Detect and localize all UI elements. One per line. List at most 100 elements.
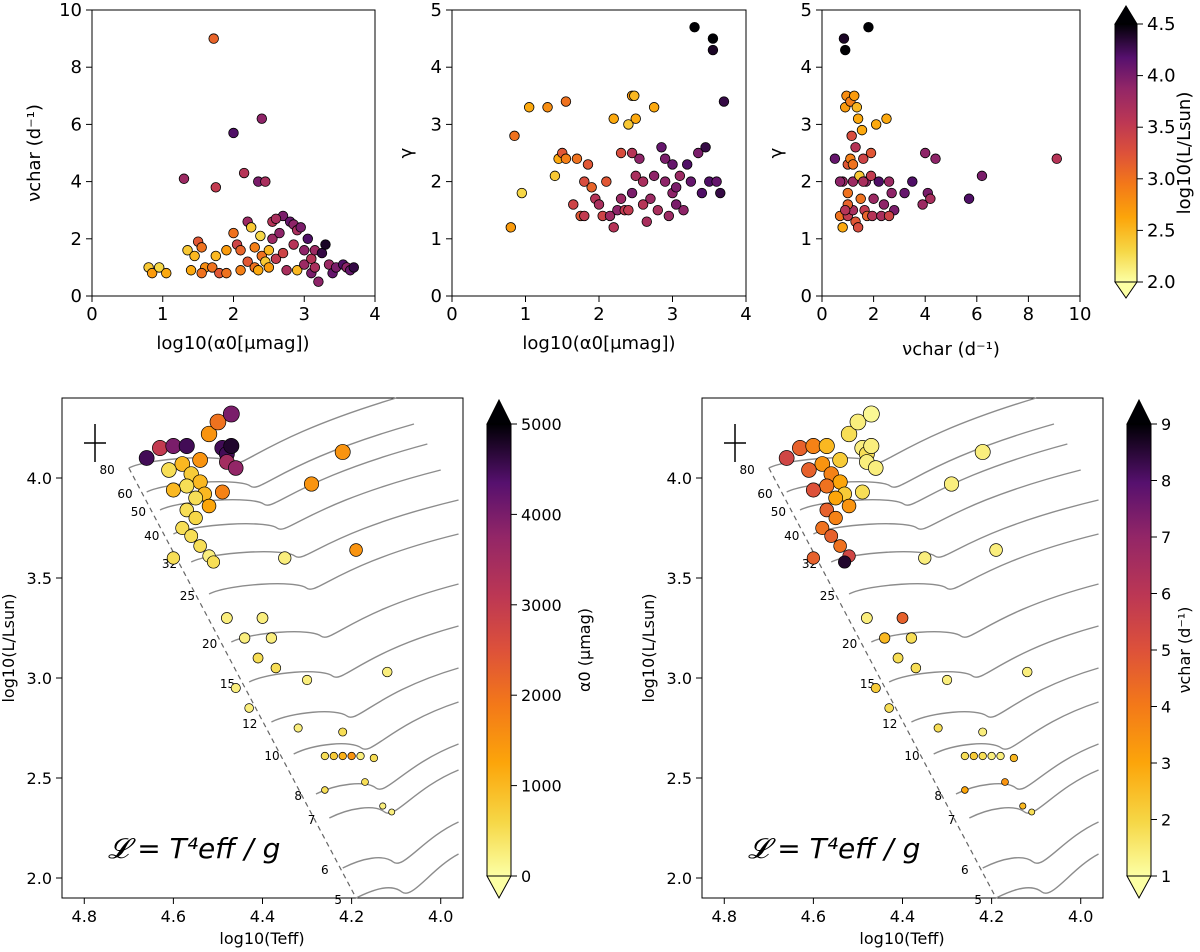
p5-ylabel: log10(L/Lsun) xyxy=(639,593,658,702)
x-tick-label: 3 xyxy=(299,304,310,325)
data-point xyxy=(868,460,884,476)
data-point xyxy=(899,187,910,199)
mass-label: 5 xyxy=(334,893,342,907)
data-point xyxy=(196,242,207,253)
y-tick-label: 6 xyxy=(71,114,82,135)
evolution-track xyxy=(911,667,1099,723)
data-point xyxy=(832,452,848,468)
data-point xyxy=(161,462,177,478)
data-point xyxy=(209,413,227,431)
data-point xyxy=(338,727,348,737)
data-point xyxy=(382,666,393,678)
data-point xyxy=(228,127,239,139)
mass-label: 40 xyxy=(784,529,799,543)
data-point xyxy=(883,210,895,222)
data-point xyxy=(667,159,678,170)
data-point xyxy=(245,222,257,233)
mass-label: 50 xyxy=(131,505,146,519)
data-point xyxy=(182,245,193,256)
data-point xyxy=(604,210,616,222)
data-point xyxy=(778,450,795,466)
x-tick-label: 2 xyxy=(593,304,604,325)
data-point xyxy=(267,233,278,245)
data-point xyxy=(214,484,230,500)
y-tick-label: 4.0 xyxy=(667,469,692,488)
data-point xyxy=(193,539,207,553)
data-point xyxy=(801,462,817,478)
data-point xyxy=(884,703,894,713)
data-point xyxy=(615,147,627,159)
y-tick-label: 3 xyxy=(801,114,812,135)
evolution-track xyxy=(315,743,459,795)
mass-label: 50 xyxy=(771,505,786,519)
data-point xyxy=(593,199,605,210)
data-point xyxy=(715,187,726,199)
data-point xyxy=(369,753,378,763)
x-tick-label: 0 xyxy=(446,304,457,325)
data-point xyxy=(316,247,328,259)
p1-ticks: 0 1 2 3 4 0 2 4 6 8 10 xyxy=(59,0,381,325)
data-point xyxy=(309,262,321,273)
data-point xyxy=(941,674,953,686)
p5-ticks: 4.8 4.6 4.4 4.2 4.0 2.0 2.5 3.0 3.5 4.0 xyxy=(667,469,1094,926)
data-point xyxy=(634,153,645,164)
evolution-track xyxy=(830,499,1099,563)
mass-label: 6 xyxy=(961,863,969,877)
data-point xyxy=(263,245,275,256)
data-point xyxy=(306,253,317,265)
data-point xyxy=(689,21,700,33)
cb-tick-label: 2 xyxy=(1161,811,1171,830)
p5-formula: 𝓛 = T⁴eff / g xyxy=(748,832,920,865)
data-point xyxy=(230,683,241,693)
data-point xyxy=(579,176,590,187)
data-point xyxy=(1051,153,1062,164)
data-point xyxy=(918,551,932,565)
data-point xyxy=(626,147,638,159)
data-point xyxy=(560,96,572,107)
evolution-track xyxy=(342,821,459,869)
x-tick-label: 4.2 xyxy=(339,907,364,926)
mass-label: 25 xyxy=(820,589,835,603)
colorbar-nu: 1 2 3 4 5 6 7 8 9 νchar (d⁻¹) xyxy=(1126,398,1194,900)
data-point xyxy=(861,612,873,624)
cb-tick-label: 3.0 xyxy=(1147,169,1176,190)
data-point xyxy=(221,245,232,256)
evolution-track xyxy=(271,667,459,723)
y-tick-label: 3.5 xyxy=(667,569,692,588)
data-point xyxy=(858,153,869,164)
data-point xyxy=(523,102,535,113)
data-point xyxy=(1019,802,1027,810)
data-point xyxy=(829,153,841,164)
cb3-ticks: 1 2 3 4 5 6 7 8 9 xyxy=(1151,415,1171,886)
mass-label: 20 xyxy=(842,637,857,651)
x-tick-label: 4.0 xyxy=(428,907,453,926)
cb2-bar xyxy=(486,423,512,877)
cb2-extend-bottom xyxy=(486,875,512,900)
p1-xlabel: log10(α0[μmag]) xyxy=(156,333,309,354)
data-point xyxy=(854,484,870,500)
data-point xyxy=(858,176,869,187)
y-tick-label: 3.5 xyxy=(27,569,52,588)
cb-tick-label: 4000 xyxy=(521,505,562,524)
data-point xyxy=(834,176,846,187)
data-point xyxy=(961,786,969,794)
data-point xyxy=(856,124,868,136)
p5-points xyxy=(778,405,1036,816)
data-point xyxy=(840,204,851,216)
p3-xlabel: νchar (d⁻¹) xyxy=(902,339,1000,360)
data-point xyxy=(883,176,895,187)
p3-ylabel: γ xyxy=(766,147,787,158)
data-point xyxy=(265,632,278,644)
p4-xlabel: log10(Teff) xyxy=(219,929,304,948)
data-point xyxy=(165,482,181,498)
data-point xyxy=(637,176,649,187)
cb-tick-label: 2.5 xyxy=(1147,220,1176,241)
data-point xyxy=(685,176,697,187)
data-point xyxy=(509,130,520,142)
y-tick-label: 2 xyxy=(801,172,812,193)
p2-points xyxy=(505,21,730,233)
data-point xyxy=(805,438,822,455)
cb-tick-label: 1 xyxy=(1161,867,1171,886)
data-point xyxy=(659,176,671,187)
